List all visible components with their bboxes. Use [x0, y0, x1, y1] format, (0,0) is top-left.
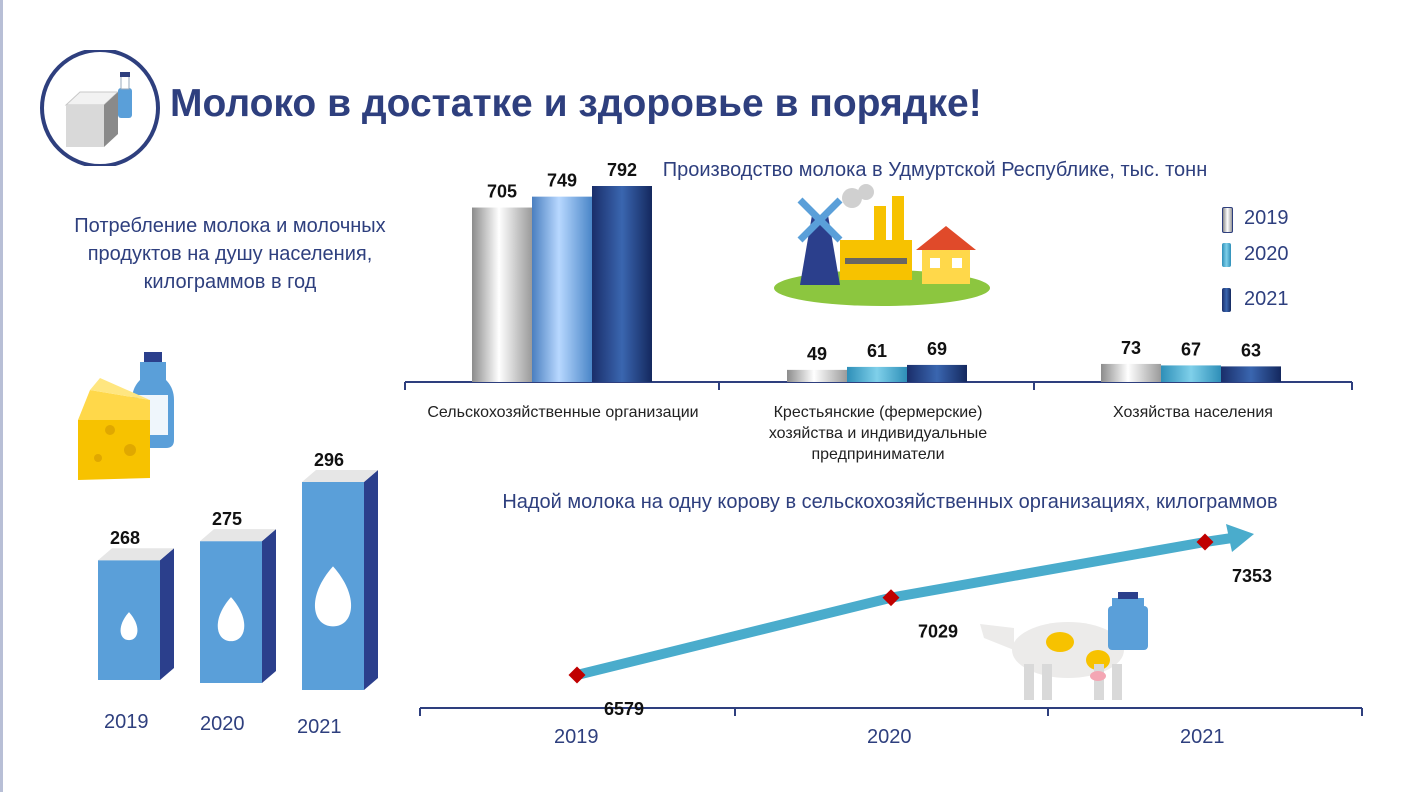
- production-bar-2019-0: [472, 207, 532, 382]
- carton-bar-2020: 275: [200, 509, 276, 683]
- yield-point-2020: [882, 589, 900, 607]
- yield-year-2019: 2019: [554, 726, 599, 748]
- consumption-year-2021: 2021: [297, 716, 342, 738]
- yield-line: [575, 533, 1233, 680]
- carton-bar-2021: 296: [302, 450, 378, 690]
- production-bar-2021-2: [1221, 366, 1281, 382]
- production-bar-2020-2: [1161, 365, 1221, 382]
- production-value-label-2020-2: 67: [1181, 339, 1201, 359]
- production-value-label-2020-1: 61: [867, 341, 887, 361]
- production-bar-2021-1: [907, 364, 967, 382]
- yield-value-label-2019: 6579: [604, 699, 644, 719]
- legend-swatch-2020: [1222, 243, 1231, 267]
- production-bar-2021-0: [592, 186, 652, 382]
- consumption-year-2020: 2020: [200, 713, 245, 735]
- production-value-label-2019-1: 49: [807, 344, 827, 364]
- production-bar-2020-0: [532, 196, 592, 382]
- page-title: Молоко в достатке и здоровье в порядке!: [170, 82, 982, 125]
- production-value-label-2021-2: 63: [1241, 340, 1261, 360]
- legend-swatch-2019: [1222, 207, 1233, 233]
- production-value-label-2021-0: 792: [607, 160, 637, 180]
- yield-value-label-2020: 7029: [918, 622, 958, 642]
- production-chart-title: Производство молока в Удмуртской Республ…: [662, 159, 1208, 181]
- cheese-bottle-icon: [78, 352, 174, 480]
- legend-label-2019: 2019: [1244, 207, 1289, 229]
- legend-label-2020: 2020: [1244, 243, 1289, 265]
- yield-chart: 6579 7029 7353: [419, 524, 1363, 719]
- category-label-farms: Крестьянские (фермерские) хозяйства и ин…: [768, 404, 988, 463]
- milk-can-icon: [1108, 592, 1148, 650]
- yield-chart-title: Надой молока на одну корову в сельскохоз…: [502, 491, 1278, 513]
- legend-swatch-2021: [1222, 288, 1231, 312]
- left-edge-rule: [0, 0, 3, 792]
- cow-icon: [980, 622, 1124, 700]
- milk-drop-icon: [217, 597, 245, 642]
- carton-bar-2019: 268: [98, 528, 174, 680]
- consumption-chart-title: Потребление молока и молочных продуктов …: [74, 215, 386, 293]
- farm-icon: [774, 184, 990, 306]
- yield-point-2021: [1196, 533, 1214, 551]
- production-value-label-2020-0: 749: [547, 171, 577, 191]
- consumption-chart: 268 275 296: [98, 450, 378, 690]
- category-label-agricultural: Сельскохозяйственные организации: [427, 404, 699, 421]
- milk-drop-icon: [120, 612, 138, 641]
- production-value-label-2019-2: 73: [1121, 338, 1141, 358]
- yield-point-2019: [568, 666, 586, 684]
- milk-drop-icon: [314, 566, 352, 627]
- consumption-year-2019: 2019: [104, 711, 149, 733]
- category-label-households: Хозяйства населения: [1113, 404, 1273, 421]
- production-chart: 705 749 792 49 61 69 73 67 63: [404, 160, 1353, 390]
- yield-year-2020: 2020: [867, 726, 912, 748]
- production-value-label-2021-1: 69: [927, 339, 947, 359]
- carton-value-label-2020: 275: [212, 509, 242, 529]
- legend-label-2021: 2021: [1244, 288, 1289, 310]
- milk-logo-icon: [40, 50, 160, 166]
- production-bar-2019-2: [1101, 363, 1161, 382]
- production-bar-2020-1: [847, 366, 907, 382]
- yield-arrowhead: [1226, 524, 1254, 552]
- production-bar-2019-1: [787, 369, 847, 382]
- yield-value-label-2021: 7353: [1232, 566, 1272, 586]
- yield-year-2021: 2021: [1180, 726, 1225, 748]
- carton-value-label-2019: 268: [110, 528, 140, 548]
- production-value-label-2019-0: 705: [487, 182, 517, 202]
- carton-value-label-2021: 296: [314, 450, 344, 470]
